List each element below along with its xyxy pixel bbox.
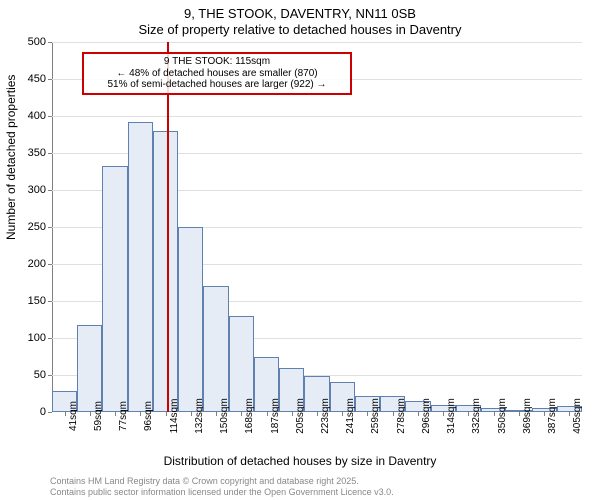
y-tick-label: 450 — [28, 73, 46, 85]
y-tick-mark — [48, 227, 52, 228]
annotation-box: 9 THE STOOK: 115sqm← 48% of detached hou… — [82, 52, 352, 95]
y-tick-mark — [48, 79, 52, 80]
y-tick-mark — [48, 301, 52, 302]
y-tick-mark — [48, 375, 52, 376]
footnote-1: Contains HM Land Registry data © Crown c… — [50, 476, 359, 486]
x-tick-label: 314sqm — [446, 398, 457, 434]
histogram-bar — [128, 122, 153, 412]
y-axis-label: Number of detached properties — [4, 75, 18, 240]
x-tick-label: 296sqm — [421, 398, 432, 434]
x-tick-mark — [468, 412, 469, 416]
x-tick-mark — [494, 412, 495, 416]
histogram-bar — [153, 131, 178, 412]
y-tick-mark — [48, 116, 52, 117]
annotation-line-1: 9 THE STOOK: 115sqm — [88, 56, 346, 68]
plot-area: 05010015020025030035040045050041sqm59sqm… — [52, 42, 582, 412]
y-tick-mark — [48, 412, 52, 413]
x-tick-mark — [393, 412, 394, 416]
histogram-bar — [203, 286, 228, 412]
x-tick-mark — [191, 412, 192, 416]
x-tick-mark — [519, 412, 520, 416]
x-tick-mark — [241, 412, 242, 416]
x-tick-mark — [216, 412, 217, 416]
chart-title-sub: Size of property relative to detached ho… — [0, 22, 600, 37]
x-tick-mark — [267, 412, 268, 416]
y-tick-label: 250 — [28, 221, 46, 233]
x-tick-mark — [166, 412, 167, 416]
y-tick-label: 300 — [28, 184, 46, 196]
x-tick-mark — [367, 412, 368, 416]
x-tick-label: 387sqm — [547, 398, 558, 434]
y-tick-label: 500 — [28, 36, 46, 48]
y-tick-mark — [48, 264, 52, 265]
footnote-2: Contains public sector information licen… — [50, 487, 394, 497]
x-tick-label: 405sqm — [572, 398, 583, 434]
annotation-line-2: ← 48% of detached houses are smaller (87… — [88, 68, 346, 80]
histogram-bar — [77, 325, 102, 412]
histogram-bar — [102, 166, 127, 412]
x-tick-mark — [65, 412, 66, 416]
y-tick-mark — [48, 42, 52, 43]
x-tick-mark — [90, 412, 91, 416]
y-tick-label: 100 — [28, 332, 46, 344]
x-tick-mark — [317, 412, 318, 416]
x-tick-mark — [342, 412, 343, 416]
x-tick-mark — [418, 412, 419, 416]
y-tick-label: 200 — [28, 258, 46, 270]
chart-container: 9, THE STOOK, DAVENTRY, NN11 0SB Size of… — [0, 0, 600, 500]
y-tick-label: 150 — [28, 295, 46, 307]
x-tick-mark — [140, 412, 141, 416]
y-tick-mark — [48, 338, 52, 339]
grid-line — [52, 42, 582, 43]
x-tick-mark — [115, 412, 116, 416]
y-tick-mark — [48, 190, 52, 191]
x-tick-mark — [292, 412, 293, 416]
y-tick-label: 50 — [34, 369, 46, 381]
histogram-bar — [178, 227, 203, 412]
y-tick-label: 400 — [28, 110, 46, 122]
y-tick-label: 350 — [28, 147, 46, 159]
x-tick-label: 350sqm — [497, 398, 508, 434]
chart-title-main: 9, THE STOOK, DAVENTRY, NN11 0SB — [0, 6, 600, 21]
x-tick-mark — [544, 412, 545, 416]
grid-line — [52, 116, 582, 117]
x-tick-mark — [443, 412, 444, 416]
x-axis-label: Distribution of detached houses by size … — [0, 454, 600, 468]
x-tick-mark — [569, 412, 570, 416]
marker-line — [167, 42, 169, 412]
y-tick-mark — [48, 153, 52, 154]
annotation-line-3: 51% of semi-detached houses are larger (… — [88, 79, 346, 91]
y-tick-label: 0 — [40, 406, 46, 418]
x-tick-label: 332sqm — [471, 398, 482, 434]
x-tick-label: 369sqm — [522, 398, 533, 434]
